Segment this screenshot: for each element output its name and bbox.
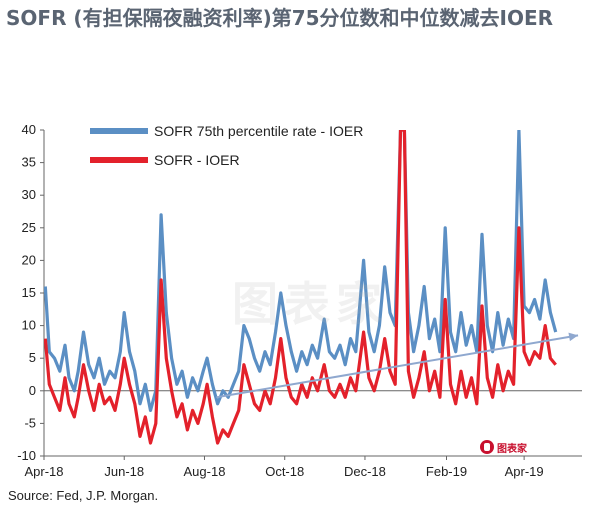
source-note: Source: Fed, J.P. Morgan. <box>8 488 159 503</box>
y-tick-label: 0 <box>29 383 36 398</box>
x-tick-label: Dec-18 <box>344 464 386 479</box>
x-tick-label: Oct-18 <box>265 464 304 479</box>
y-tick-label: 10 <box>22 318 36 333</box>
trend-arrow-head <box>568 332 579 342</box>
x-tick-label: Apr-19 <box>505 464 544 479</box>
chart-legend: SOFR 75th percentile rate - IOER SOFR - I… <box>90 123 363 168</box>
y-tick-label: -10 <box>17 448 36 463</box>
x-tick-label: Jun-18 <box>104 464 144 479</box>
series-line-sofr-75th <box>44 130 558 412</box>
chart-series-layer <box>44 130 579 445</box>
y-tick-label: 15 <box>22 285 36 300</box>
series-line-sofr-minus-ioer <box>44 130 557 445</box>
chart-title: SOFR (有担保隔夜融资利率)第75分位数和中位数减去IOER <box>6 6 554 30</box>
y-tick-label: 35 <box>22 155 36 170</box>
y-tick-label: 20 <box>22 252 36 267</box>
legend-label: SOFR - IOER <box>154 152 240 168</box>
x-tick-label: Aug-18 <box>184 464 226 479</box>
trend-arrow-line <box>216 334 579 399</box>
x-tick-label: Apr-18 <box>24 464 63 479</box>
brand-logo-text: 图表家 <box>497 443 527 455</box>
y-tick-label: -5 <box>24 415 36 430</box>
brand-logo: 图表家 <box>480 438 560 456</box>
chart-axes: -10 -5 0 5 10 15 20 25 30 35 40 Apr-18 Jun-18 Aug-18 O… <box>17 122 582 479</box>
legend-label: SOFR 75th percentile rate - IOER <box>154 123 363 139</box>
y-tick-label: 40 <box>22 122 36 137</box>
x-tick-label: Feb-19 <box>426 464 467 479</box>
y-tick-label: 5 <box>29 350 36 365</box>
y-tick-label: 25 <box>22 220 36 235</box>
watermark-text: 图表家 <box>232 277 388 331</box>
brand-logo-icon <box>480 440 494 454</box>
y-tick-label: 30 <box>22 187 36 202</box>
